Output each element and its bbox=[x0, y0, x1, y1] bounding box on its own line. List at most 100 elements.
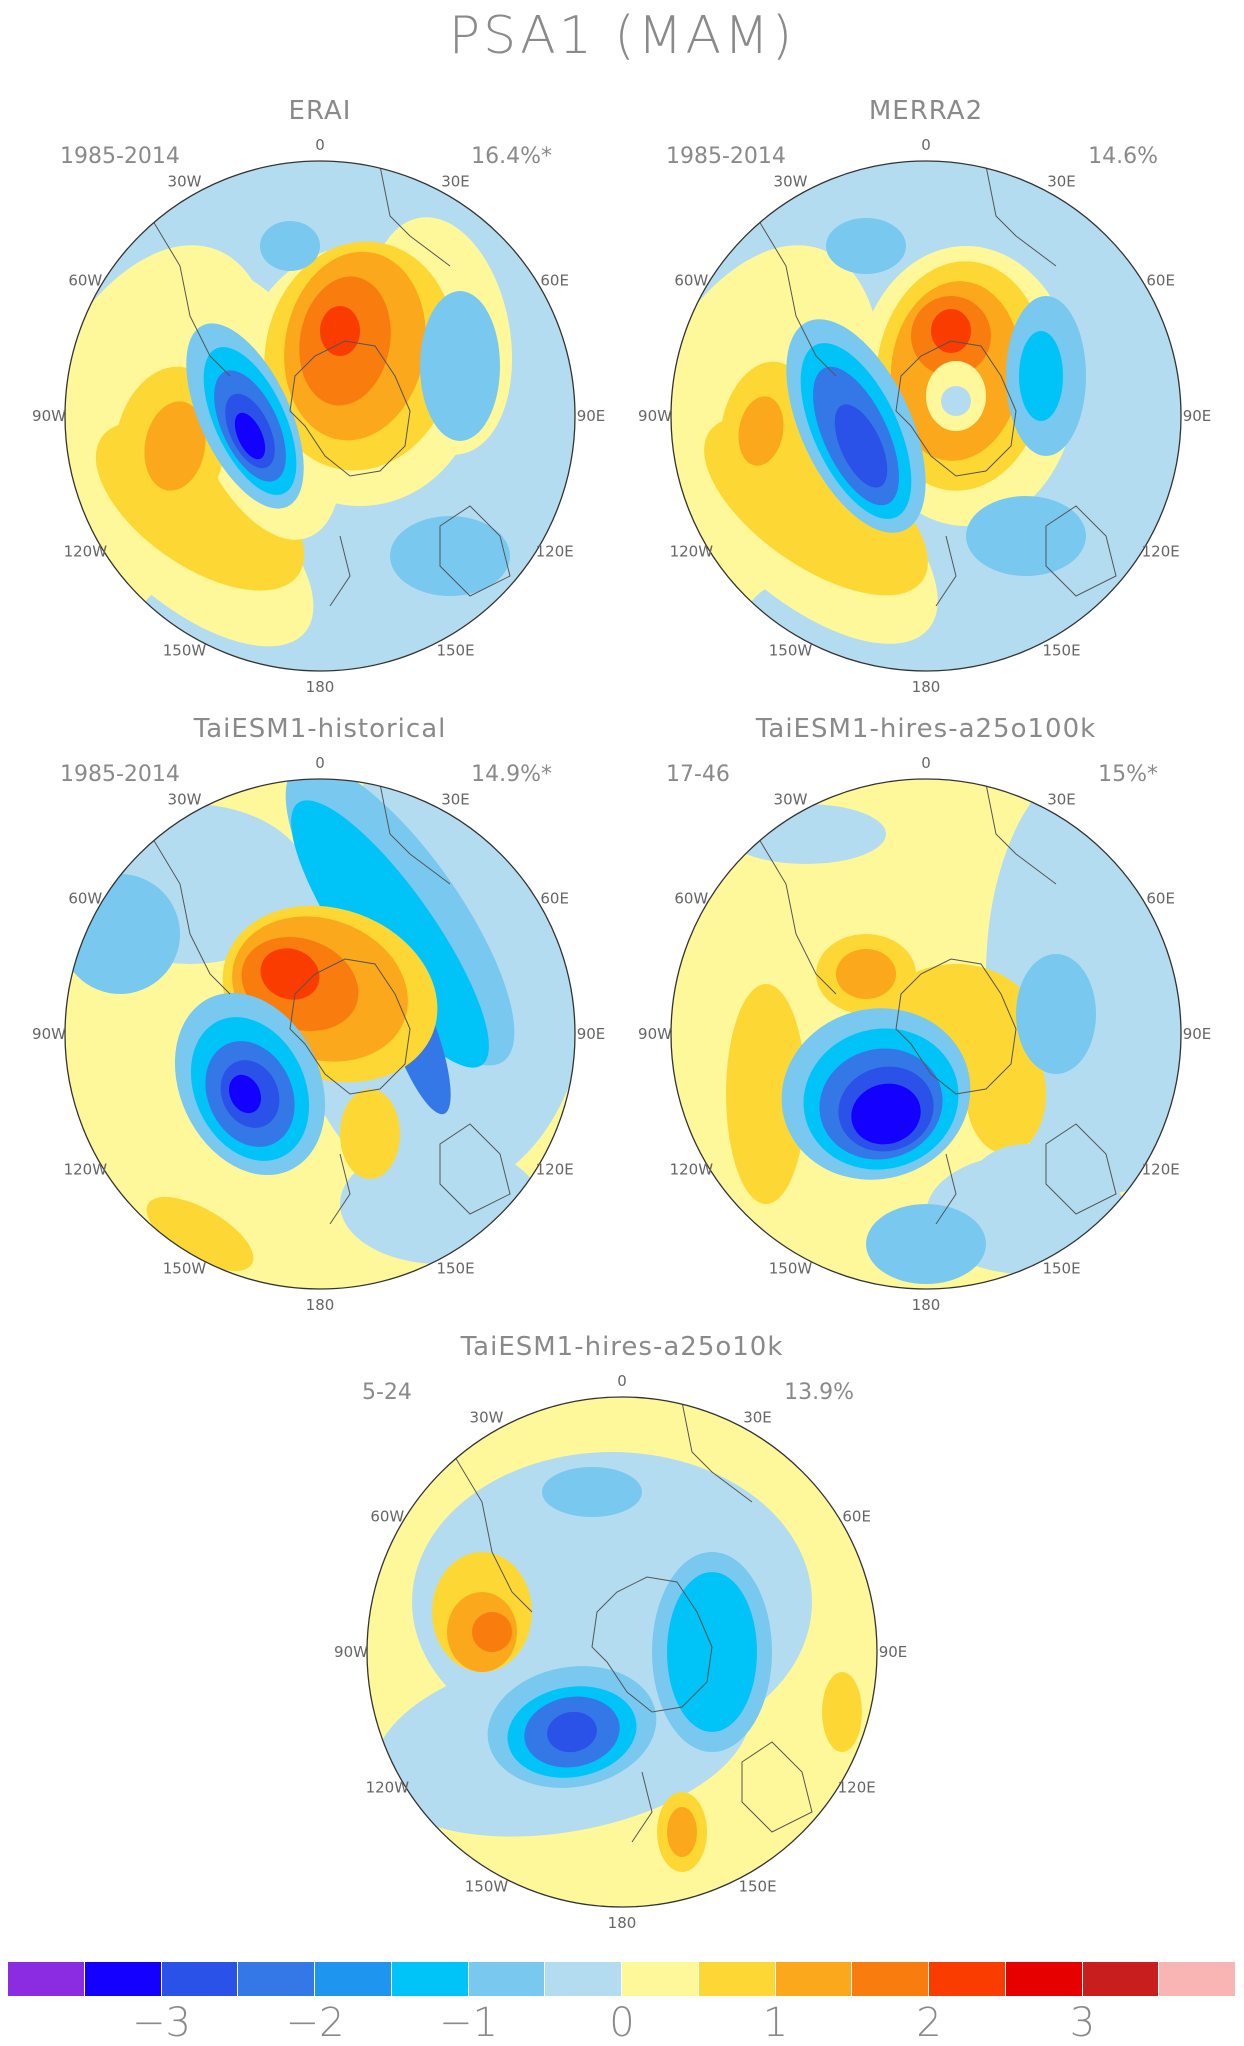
antarctica-coastline bbox=[591, 1576, 713, 1713]
longitude-label: 90E bbox=[879, 1643, 908, 1661]
contour-region bbox=[420, 291, 500, 441]
colorbar bbox=[8, 1962, 1236, 2000]
longitude-label: 150W bbox=[163, 642, 207, 660]
contour-region bbox=[738, 396, 784, 466]
colorbar-swatch bbox=[1005, 1962, 1083, 1996]
longitude-label: 60W bbox=[370, 1508, 404, 1526]
longitude-label: 150W bbox=[769, 1260, 813, 1278]
longitude-label: 60E bbox=[540, 272, 569, 290]
map-boundary bbox=[670, 778, 1182, 1290]
longitude-label: 60E bbox=[1146, 272, 1175, 290]
colorbar-swatch bbox=[1082, 1962, 1160, 1996]
antarctica-coastline bbox=[289, 958, 411, 1095]
colorbar-swatch bbox=[238, 1962, 315, 1996]
longitude-label: 90E bbox=[1183, 1025, 1212, 1043]
map-panel: TaiESM1-historical 1985-2014 14.9%* 0 30E 60E… bbox=[32, 714, 605, 1314]
longitude-label: 90W bbox=[638, 1025, 672, 1043]
longitude-label: 180 bbox=[306, 678, 335, 696]
panel-period: 5-24 bbox=[362, 1380, 412, 1405]
longitude-label: 180 bbox=[306, 1296, 335, 1314]
contour-region bbox=[340, 1089, 400, 1179]
coastline bbox=[149, 215, 231, 377]
longitude-label: 60E bbox=[540, 890, 569, 908]
contour-region bbox=[320, 306, 360, 356]
longitude-label: 90E bbox=[1183, 407, 1212, 425]
colorbar-tick-label: 2 bbox=[916, 2000, 942, 2046]
contour-region bbox=[146, 1197, 254, 1271]
coastline bbox=[329, 1153, 351, 1225]
contour-region bbox=[826, 218, 906, 274]
colorbar-swatch bbox=[622, 1962, 699, 1996]
contour-region bbox=[260, 221, 320, 271]
contour-region bbox=[472, 1612, 512, 1652]
coastline bbox=[755, 215, 837, 377]
contour-region bbox=[836, 949, 896, 999]
longitude-label: 150W bbox=[465, 1878, 509, 1896]
longitude-label: 150W bbox=[769, 642, 813, 660]
colorbar-tick-label: 3 bbox=[1069, 2000, 1096, 2046]
longitude-label: 150E bbox=[436, 1260, 474, 1278]
explained-variance: 13.9% bbox=[784, 1380, 854, 1405]
longitude-label: 90W bbox=[32, 1025, 66, 1043]
longitude-label: 120W bbox=[366, 1779, 410, 1797]
explained-variance: 14.6% bbox=[1088, 144, 1158, 169]
contour-region bbox=[966, 1144, 1086, 1244]
panel-title: TaiESM1-hires-a25o100k bbox=[755, 714, 1097, 744]
colorbar-swatch bbox=[852, 1962, 929, 1996]
longitude-label: 60W bbox=[68, 272, 102, 290]
contour-region bbox=[966, 1034, 1046, 1154]
colorbar-swatch bbox=[8, 1962, 85, 1996]
longitude-label: 60E bbox=[1146, 890, 1175, 908]
longitude-label: 150E bbox=[738, 1878, 776, 1896]
coastline bbox=[329, 535, 351, 607]
longitude-label: 120E bbox=[536, 543, 574, 561]
coastline bbox=[451, 1451, 533, 1613]
longitude-label: 0 bbox=[921, 136, 931, 154]
longitude-label: 150E bbox=[1042, 1260, 1080, 1278]
longitude-label: 180 bbox=[608, 1914, 637, 1932]
colorbar-swatch bbox=[391, 1962, 469, 1996]
longitude-label: 30E bbox=[441, 172, 470, 190]
map-panel: TaiESM1-hires-a25o100k 17-46 15%* 0 30E 60E 90… bbox=[638, 714, 1211, 1314]
coastline bbox=[741, 1741, 813, 1833]
longitude-label: 60W bbox=[674, 272, 708, 290]
longitude-label: 60W bbox=[674, 890, 708, 908]
colorbar-tick-label: 0 bbox=[609, 2000, 635, 2046]
colorbar-swatch bbox=[698, 1962, 776, 1996]
contour-region bbox=[228, 1074, 262, 1114]
antarctica-coastline bbox=[895, 958, 1017, 1095]
coastline bbox=[149, 833, 231, 995]
contour-region bbox=[547, 1711, 597, 1753]
coastline bbox=[985, 783, 1057, 885]
colorbar-swatch bbox=[84, 1962, 162, 1996]
contour-region bbox=[941, 386, 971, 416]
map-panel: ERAI 1985-2014 16.4%* 0 30E 60E 90E 120E 150E 180… bbox=[32, 96, 605, 696]
longitude-label: 30W bbox=[470, 1408, 504, 1426]
contour-region bbox=[390, 516, 510, 596]
polar-map: 0 30E 60E 90E 120E 150E 180 150W 120W 90W 60W 30W bbox=[638, 136, 1211, 696]
contour-region bbox=[667, 1807, 697, 1857]
antarctica-coastline bbox=[895, 340, 1017, 477]
longitude-label: 30W bbox=[774, 172, 808, 190]
colorbar-swatch bbox=[468, 1962, 546, 1996]
longitude-label: 0 bbox=[617, 1372, 627, 1390]
longitude-label: 90E bbox=[577, 1025, 606, 1043]
longitude-label: 90W bbox=[638, 407, 672, 425]
longitude-label: 120W bbox=[670, 543, 714, 561]
colorbar-swatch bbox=[1159, 1962, 1236, 1996]
longitude-label: 60W bbox=[68, 890, 102, 908]
contour-region bbox=[866, 1204, 986, 1284]
coastline bbox=[681, 1401, 753, 1503]
longitude-label: 90W bbox=[32, 407, 66, 425]
map-panel: MERRA2 1985-2014 14.6% 0 30E 60E 90E 120E 150E 18… bbox=[638, 96, 1211, 696]
panel-title: ERAI bbox=[288, 96, 352, 126]
contour-region bbox=[822, 1672, 862, 1752]
longitude-label: 150E bbox=[1042, 642, 1080, 660]
longitude-label: 0 bbox=[315, 754, 325, 772]
coastline bbox=[1045, 505, 1117, 597]
polar-map: 0 30E 60E 90E 120E 150E 180 150W 120W 90W 60W 30W bbox=[638, 754, 1211, 1314]
longitude-label: 30E bbox=[1047, 172, 1076, 190]
coastline bbox=[379, 783, 451, 885]
longitude-label: 120E bbox=[1142, 1161, 1180, 1179]
longitude-label: 30W bbox=[168, 172, 202, 190]
